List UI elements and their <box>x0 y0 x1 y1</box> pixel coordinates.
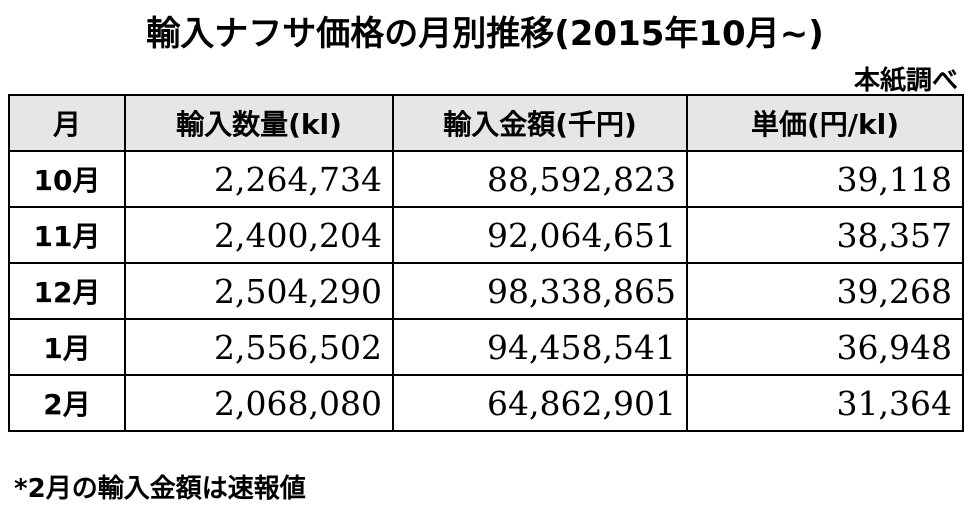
table-body: 10月 2,264,734 88,592,823 39,118 11月 2,400,204… <box>8 150 964 432</box>
number-cell: 38,357 <box>686 206 964 264</box>
table-row: 10月 2,264,734 88,592,823 39,118 <box>8 150 964 208</box>
footnote: *2月の輸入金額は速報値 <box>14 474 306 504</box>
month-cell: 12月 <box>8 262 126 320</box>
header-row: 月輸入数量(kl) 輸入金額(千円) 単価(円/kl) <box>8 94 964 152</box>
number-cell: 2,400,204 <box>124 206 394 264</box>
number-cell: 98,338,865 <box>392 262 688 320</box>
number-cell: 2,556,502 <box>124 318 394 376</box>
number-cell: 31,364 <box>686 374 964 432</box>
number-cell: 92,064,651 <box>392 206 688 264</box>
table-row: 1月 2,556,502 94,458,541 36,948 <box>8 318 964 376</box>
number-cell: 39,268 <box>686 262 964 320</box>
table-row: 11月 2,400,204 92,064,651 38,357 <box>8 206 964 264</box>
number-cell: 36,948 <box>686 318 964 376</box>
month-cell: 11月 <box>8 206 126 264</box>
column-header: 輸入数量(kl) <box>124 94 394 152</box>
column-header: 単価(円/kl) <box>686 94 964 152</box>
number-cell: 2,068,080 <box>124 374 394 432</box>
title: 輸入ナフサ価格の月別推移(2015年10月~) <box>146 14 824 54</box>
number-cell: 2,504,290 <box>124 262 394 320</box>
number-cell: 2,264,734 <box>124 150 394 208</box>
month-cell: 10月 <box>8 150 126 208</box>
source: 本紙調べ <box>853 66 958 96</box>
month-cell: 2月 <box>8 374 126 432</box>
table-row: 2月 2,068,080 64,862,901 31,364 <box>8 374 964 432</box>
column-header: 輸入金額(千円) <box>392 94 688 152</box>
number-cell: 88,592,823 <box>392 150 688 208</box>
number-cell: 64,862,901 <box>392 374 688 432</box>
table: 月輸入数量(kl) 輸入金額(千円) 単価(円/kl) 10月 2,264,734 88… <box>8 94 964 432</box>
number-cell: 39,118 <box>686 150 964 208</box>
month-cell: 1月 <box>8 318 126 376</box>
table-row: 12月 2,504,290 98,338,865 39,268 <box>8 262 964 320</box>
number-cell: 94,458,541 <box>392 318 688 376</box>
column-header: 月 <box>8 94 126 152</box>
